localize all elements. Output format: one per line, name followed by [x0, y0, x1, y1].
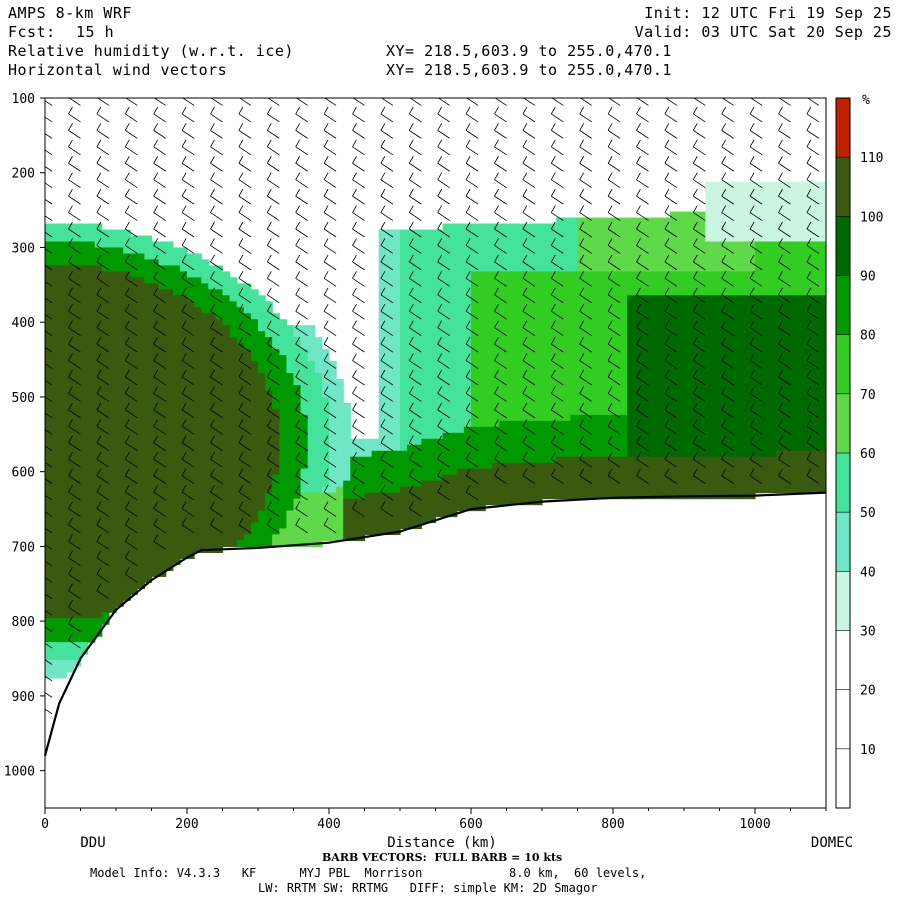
x-tick: 0 [41, 808, 49, 832]
x-tick: 600 [459, 808, 483, 832]
y-tick: 100 [12, 92, 45, 107]
y-tick: 700 [12, 540, 45, 555]
xy-line1: XY= 218.5,603.9 to 255.0,470.1 [386, 42, 672, 60]
y-tick-label: 600 [12, 466, 35, 481]
colorbar-segment [836, 689, 850, 749]
x-tick-label: 400 [317, 817, 340, 832]
xy-line2: XY= 218.5,603.9 to 255.0,470.1 [386, 61, 672, 79]
x-ticks: 0 200 400 600 800 1000 [41, 808, 827, 832]
terrain-line [43, 491, 827, 756]
y-tick: 200 [12, 167, 45, 182]
x-tick-label: 800 [601, 817, 624, 832]
colorbar-tick-label: 90 [860, 270, 876, 285]
forecast-value: 15 h [76, 23, 115, 41]
x-tick-label: 0 [41, 817, 49, 832]
field-line2: Horizontal wind vectors [8, 61, 228, 79]
colorbar-tick-label: 60 [860, 447, 876, 462]
y-tick: 400 [12, 316, 45, 331]
forecast-label: Fcst: [8, 23, 56, 41]
y-ticks: 100 200 300 400 500 600 700 800 900 1000 [4, 92, 45, 780]
y-tick-label: 300 [12, 241, 35, 256]
x-endpoint-right: DOMEC [811, 835, 853, 851]
y-tick: 300 [12, 241, 45, 256]
y-tick-label: 100 [12, 92, 35, 107]
y-tick: 900 [12, 690, 45, 705]
y-tick-label: 1000 [4, 765, 35, 780]
colorbar-units: % [862, 93, 870, 108]
y-tick-label: 800 [12, 615, 35, 630]
colorbar-segment [836, 748, 850, 808]
y-tick-label: 900 [12, 690, 35, 705]
wind-barbs [45, 98, 820, 715]
x-tick-label: 1000 [739, 817, 770, 832]
colorbar-segment [836, 334, 850, 394]
x-tick-label: 600 [459, 817, 482, 832]
colorbar-segment [836, 275, 850, 335]
x-endpoint-left: DDU [80, 835, 105, 851]
colorbar-tick-label: 10 [860, 743, 876, 758]
y-tick: 800 [12, 615, 45, 630]
x-tick: 200 [175, 808, 199, 832]
x-tick-label: 200 [175, 817, 198, 832]
colorbar-segment [836, 512, 850, 572]
y-tick-label: 500 [12, 391, 35, 406]
x-axis-label: Distance (km) [387, 835, 497, 851]
colorbar-tick-label: 20 [860, 684, 876, 699]
x-tick: 800 [601, 808, 625, 832]
colorbar-segment [836, 453, 850, 513]
x-tick: 400 [317, 808, 341, 832]
colorbar-segment [836, 98, 850, 158]
colorbar-segment [836, 157, 850, 217]
barb-note: BARB VECTORS: FULL BARB = 10 kts [322, 851, 563, 864]
model-info-line1: Model Info: V4.3.3 KF MYJ PBL Morrison 8… [90, 866, 647, 880]
colorbar-tick-label: 100 [860, 210, 883, 225]
y-tick-label: 400 [12, 316, 35, 331]
colorbar-segment [836, 571, 850, 631]
colorbar-tick-label: 30 [860, 625, 876, 640]
y-tick-label: 700 [12, 540, 35, 555]
x-tick: 1000 [739, 808, 771, 832]
colorbar: 10 20 30 40 50 60 70 80 90 100 110 [835, 97, 883, 809]
y-tick: 1000 [4, 765, 45, 780]
colorbar-tick-label: 50 [860, 506, 876, 521]
colorbar-segment [836, 630, 850, 690]
colorbar-tick-label: 80 [860, 329, 876, 344]
model-title: AMPS 8-km WRF [8, 4, 132, 22]
colorbar-tick-label: 40 [860, 565, 876, 580]
colorbar-tick-label: 70 [860, 388, 876, 403]
colorbar-tick-label: 110 [860, 151, 883, 166]
model-info-line2: LW: RRTM SW: RRTMG DIFF: simple KM: 2D S… [258, 881, 598, 895]
colorbar-segment [836, 393, 850, 453]
field-line1: Relative humidity (w.r.t. ice) [8, 42, 294, 60]
valid-time: Valid: 03 UTC Sat 20 Sep 25 [634, 23, 892, 41]
init-time: Init: 12 UTC Fri 19 Sep 25 [644, 4, 892, 22]
y-tick: 500 [12, 391, 45, 406]
y-tick: 600 [12, 466, 45, 481]
colorbar-segment [836, 216, 850, 276]
y-tick-label: 200 [12, 167, 35, 182]
